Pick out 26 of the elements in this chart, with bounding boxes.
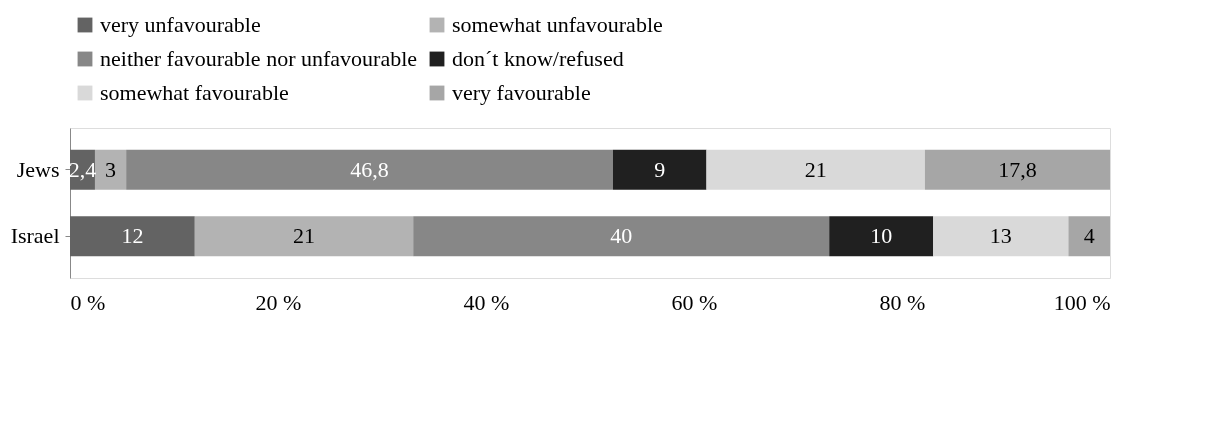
legend-label: very favourable xyxy=(452,80,591,105)
x-tick-label: 0 % xyxy=(70,289,106,315)
y-tick-label: Jews xyxy=(16,156,60,182)
x-tick-label: 100 % xyxy=(1053,289,1111,315)
x-tick-label: 40 % xyxy=(463,289,510,315)
legend-label: don´t know/refused xyxy=(452,46,624,71)
data-label: 10 xyxy=(870,223,893,249)
legend-label: somewhat unfavourable xyxy=(452,12,663,37)
data-label: 4 xyxy=(1083,223,1095,249)
x-tick-label: 60 % xyxy=(671,289,718,315)
legend-label: neither favourable nor unfavourable xyxy=(100,46,418,71)
data-label: 21 xyxy=(804,156,827,182)
x-tick-label: 80 % xyxy=(879,289,926,315)
data-label: 46,8 xyxy=(350,156,389,182)
legend-label: somewhat favourable xyxy=(100,80,289,105)
data-label: 17,8 xyxy=(998,156,1037,182)
y-tick-label: Israel xyxy=(10,223,60,249)
data-label: 21 xyxy=(293,223,315,249)
data-label: 40 xyxy=(610,223,633,249)
data-label: 12 xyxy=(121,223,144,249)
data-label: 9 xyxy=(654,156,666,182)
x-tick-label: 20 % xyxy=(255,289,302,315)
data-label: 3 xyxy=(105,156,117,182)
data-label: 2,4 xyxy=(68,156,97,182)
legend-label: very unfavourable xyxy=(100,12,261,37)
data-label: 13 xyxy=(989,223,1012,249)
